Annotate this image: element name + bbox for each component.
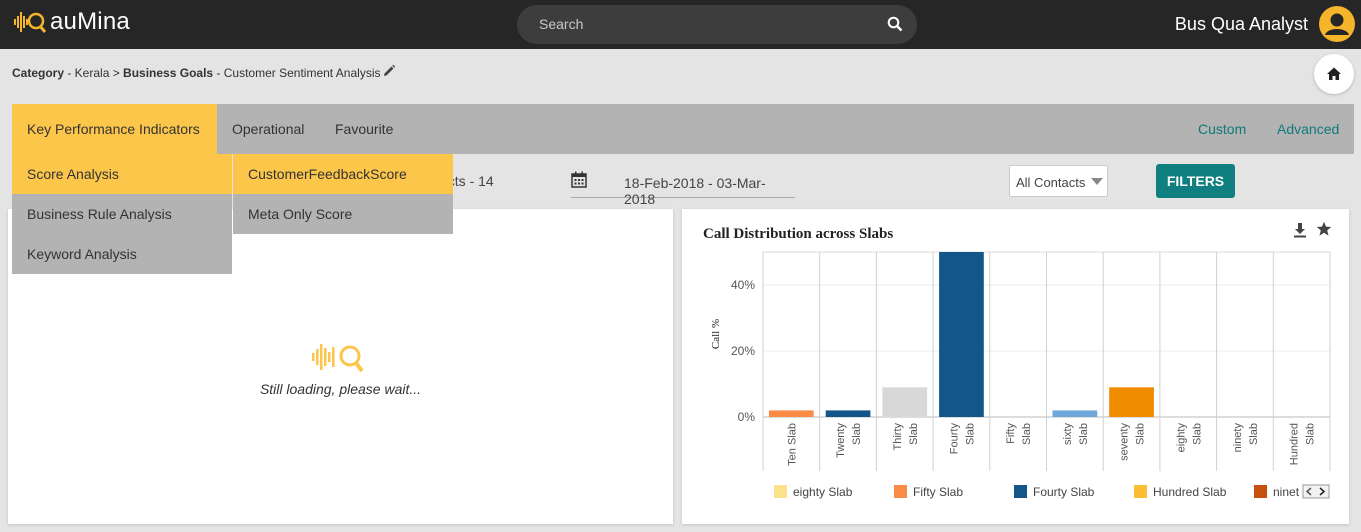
home-icon [1327, 67, 1341, 80]
x-tick-label: Fifty [1005, 423, 1017, 444]
tab-key-performance-indicators[interactable]: Key Performance Indicators [12, 104, 217, 154]
contacts-count: acts - 14 [440, 173, 494, 189]
breadcrumb-category-value: - Kerala > [64, 66, 124, 80]
y-axis-label: Call % [710, 319, 722, 349]
chevron-left-icon [1305, 487, 1312, 496]
chevron-down-icon [1091, 178, 1103, 185]
x-tick-label: Slab [1135, 423, 1147, 445]
legend-swatch [894, 485, 907, 498]
home-button[interactable] [1314, 54, 1354, 94]
date-range-picker[interactable]: 18-Feb-2018 - 03-Mar-2018 [571, 168, 795, 207]
tab-operational[interactable]: Operational [232, 121, 305, 137]
filters-button[interactable]: FILTERS [1156, 164, 1235, 198]
x-tick-label: Slab [1305, 423, 1317, 445]
y-tick-label: 40% [731, 278, 755, 292]
menu-item-customer-feedback-score[interactable]: CustomerFeedbackScore [233, 154, 453, 194]
breadcrumb-goals-label: Business Goals [123, 66, 214, 80]
x-tick-label: Slab [908, 423, 920, 445]
x-tick-label: Ten Slab [786, 423, 798, 466]
bar [882, 387, 928, 417]
breadcrumb-goals-value: - Customer Sentiment Analysis [213, 66, 381, 80]
legend-swatch [1014, 485, 1027, 498]
score-submenu: CustomerFeedbackScore Meta Only Score [233, 154, 453, 234]
y-tick-label: 0% [738, 410, 756, 424]
date-range-text: 18-Feb-2018 - 03-Mar-2018 [624, 175, 766, 207]
top-bar: auMina Bus Qua Analyst [0, 0, 1361, 49]
x-tick-label: Slab [964, 423, 976, 445]
menu-item-business-rule-analysis[interactable]: Business Rule Analysis [27, 206, 172, 222]
x-tick-label: Slab [1021, 423, 1033, 445]
search-input[interactable] [539, 16, 859, 32]
download-icon[interactable] [1293, 222, 1307, 238]
loading-message: Still loading, please wait... [259, 381, 422, 397]
legend-scroll-buttons [1302, 484, 1330, 499]
x-tick-label: seventy [1119, 423, 1131, 461]
y-tick-label: 20% [731, 344, 755, 358]
chart-area: 0% 20% 40% Ten Slab Twenty Slab Thirty Slab Four… [710, 251, 1331, 499]
x-tick-label: Slab [1248, 423, 1260, 445]
breadcrumb: Category - Kerala > Business Goals - Cus… [12, 66, 381, 80]
legend-label: ninet [1273, 485, 1300, 499]
legend-label: Hundred Slab [1153, 485, 1227, 499]
bar [1052, 410, 1098, 417]
menu-item-meta-only-score[interactable]: Meta Only Score [248, 206, 353, 222]
edit-pencil-icon[interactable] [382, 64, 396, 78]
bar [939, 252, 984, 417]
x-tick-label: Slab [851, 423, 863, 445]
advanced-link[interactable]: Advanced [1277, 121, 1340, 137]
breadcrumb-category-label: Category [12, 66, 65, 80]
bar [825, 410, 871, 417]
tab-favourite[interactable]: Favourite [335, 121, 394, 137]
calendar-icon[interactable] [571, 171, 587, 188]
kpi-dropdown-menu: Score Analysis Business Rule Analysis Ke… [12, 154, 232, 274]
user-icon [1325, 13, 1349, 35]
x-tick-label: Slab [1191, 423, 1203, 445]
chart-panel: Call Distribution across Slabs 0% 20% 40% T… [682, 209, 1349, 524]
contact-select-value: All Contacts [1016, 175, 1086, 190]
x-tick-label: Twenty [835, 423, 847, 458]
legend-label: Fifty Slab [913, 485, 963, 499]
search-icon[interactable] [887, 16, 903, 32]
x-tick-label: Hundred [1289, 423, 1301, 465]
legend-label: Fourty Slab [1033, 485, 1095, 499]
x-tick-label: eighty [1175, 423, 1187, 453]
search-bar [517, 5, 917, 44]
legend-swatch [774, 485, 787, 498]
logo-text: auMina [50, 8, 130, 35]
custom-link[interactable]: Custom [1198, 121, 1247, 137]
chart-title: Call Distribution across Slabs [703, 226, 894, 242]
x-tick-label: ninety [1232, 423, 1244, 453]
legend-swatch [1254, 485, 1267, 498]
app-logo[interactable]: auMina [14, 8, 130, 36]
x-tick-label: Thirty [892, 423, 904, 451]
user-name[interactable]: Bus Qua Analyst [1174, 14, 1308, 34]
bar [1109, 387, 1154, 417]
x-tick-label: Slab [1078, 423, 1090, 445]
menu-item-score-analysis[interactable]: Score Analysis [12, 154, 232, 194]
logo-waveform-icon [14, 12, 46, 33]
menu-item-keyword-analysis[interactable]: Keyword Analysis [27, 246, 137, 262]
legend-swatch [1134, 485, 1147, 498]
x-tick-label: Fourty [948, 423, 960, 455]
legend-label: eighty Slab [793, 485, 853, 499]
bar [769, 410, 814, 417]
chevron-right-icon [1319, 487, 1326, 496]
x-tick-label: sixty [1062, 423, 1074, 446]
contact-select[interactable]: All Contacts [1009, 165, 1108, 197]
loading-logo-icon [312, 344, 364, 373]
star-icon[interactable] [1316, 221, 1332, 237]
nav-bar: Key Performance Indicators Operational F… [12, 104, 1354, 154]
user-avatar[interactable] [1319, 6, 1355, 42]
